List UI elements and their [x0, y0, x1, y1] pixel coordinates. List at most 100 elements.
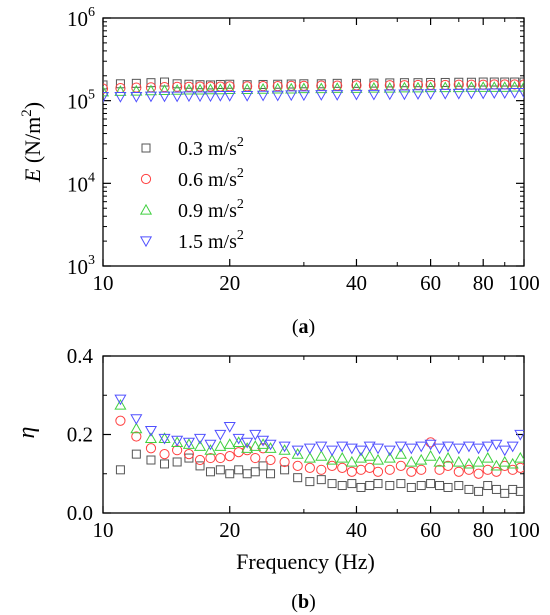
y-tick-label: 106	[67, 5, 95, 31]
data-point	[383, 81, 396, 93]
data-point	[474, 486, 484, 496]
data-point	[424, 449, 437, 461]
data-point	[490, 439, 503, 451]
data-point	[159, 449, 170, 460]
data-point	[204, 439, 217, 451]
data-point	[371, 443, 385, 455]
series-4	[103, 88, 524, 103]
data-point	[204, 444, 217, 455]
y-tick-label: 0.0	[67, 501, 93, 525]
data-point	[250, 452, 261, 464]
data-point	[223, 83, 236, 94]
data-point	[184, 453, 194, 463]
data-point	[158, 91, 171, 103]
data-point	[242, 469, 252, 479]
data-point	[435, 481, 445, 491]
data-point	[183, 449, 195, 460]
data-point	[452, 443, 465, 455]
data-point	[278, 444, 291, 455]
data-point	[144, 84, 158, 96]
data-point	[405, 443, 418, 455]
data-point	[291, 448, 304, 459]
data-point	[327, 479, 337, 489]
data-point	[131, 431, 142, 442]
series-2	[103, 79, 524, 94]
data-point	[356, 482, 366, 492]
data-point	[498, 88, 511, 100]
data-point	[433, 455, 446, 467]
data-point	[383, 451, 396, 463]
data-point	[384, 464, 395, 475]
legend-label: 0.6 m/s2	[178, 166, 244, 191]
legend-marker	[139, 203, 153, 215]
data-point	[264, 442, 277, 453]
data-point	[345, 455, 358, 467]
data-point	[214, 91, 227, 102]
data-point	[204, 91, 217, 103]
data-point	[500, 488, 510, 498]
data-point	[215, 465, 225, 475]
data-point	[315, 82, 328, 94]
data-point	[453, 466, 464, 477]
data-point	[326, 460, 338, 471]
data-point	[395, 460, 406, 471]
data-point	[305, 477, 315, 487]
data-point	[171, 435, 184, 447]
x-tick-label: 40	[346, 271, 367, 295]
data-point	[172, 81, 183, 92]
data-point	[462, 441, 476, 453]
data-point	[194, 454, 206, 466]
data-point	[280, 465, 290, 475]
data-point	[131, 449, 141, 459]
data-point	[331, 82, 344, 93]
data-point	[223, 91, 236, 102]
data-point	[363, 449, 376, 461]
data-point	[214, 440, 227, 451]
data-point	[443, 482, 453, 492]
data-point	[325, 445, 339, 457]
data-point	[171, 84, 184, 95]
data-point	[491, 466, 502, 477]
data-point	[171, 91, 184, 103]
data-point	[103, 91, 110, 103]
data-point	[195, 461, 205, 471]
data-point	[303, 443, 316, 455]
data-point	[316, 464, 327, 475]
data-point	[481, 441, 494, 453]
data-point	[367, 81, 380, 93]
data-point	[481, 451, 494, 463]
data-point	[394, 448, 407, 459]
data-point	[130, 414, 143, 425]
data-point	[515, 486, 524, 496]
data-point	[365, 481, 375, 491]
data-point	[130, 84, 143, 96]
legend-marker	[139, 236, 153, 248]
data-point	[371, 453, 385, 465]
data-point	[508, 484, 518, 494]
data-point	[346, 466, 357, 477]
data-point	[144, 432, 158, 444]
y-tick-label: 103	[67, 253, 95, 279]
data-point	[264, 439, 277, 451]
data-point	[146, 78, 156, 88]
data-point	[464, 484, 474, 494]
data-point	[114, 85, 127, 96]
data-point	[241, 83, 254, 94]
data-point	[193, 440, 207, 451]
data-point	[424, 439, 437, 451]
data-point	[215, 452, 226, 464]
data-point	[297, 82, 310, 94]
y-tick-label: 0.4	[67, 344, 94, 368]
data-point	[144, 91, 158, 103]
data-point	[316, 475, 326, 485]
data-point	[452, 81, 465, 93]
data-point	[477, 88, 490, 100]
data-point	[205, 81, 216, 92]
data-point	[115, 465, 125, 475]
data-point	[292, 460, 303, 471]
data-point	[193, 91, 207, 103]
data-point	[354, 445, 368, 457]
data-point	[406, 482, 416, 492]
data-point	[241, 91, 254, 102]
data-point	[144, 425, 158, 437]
